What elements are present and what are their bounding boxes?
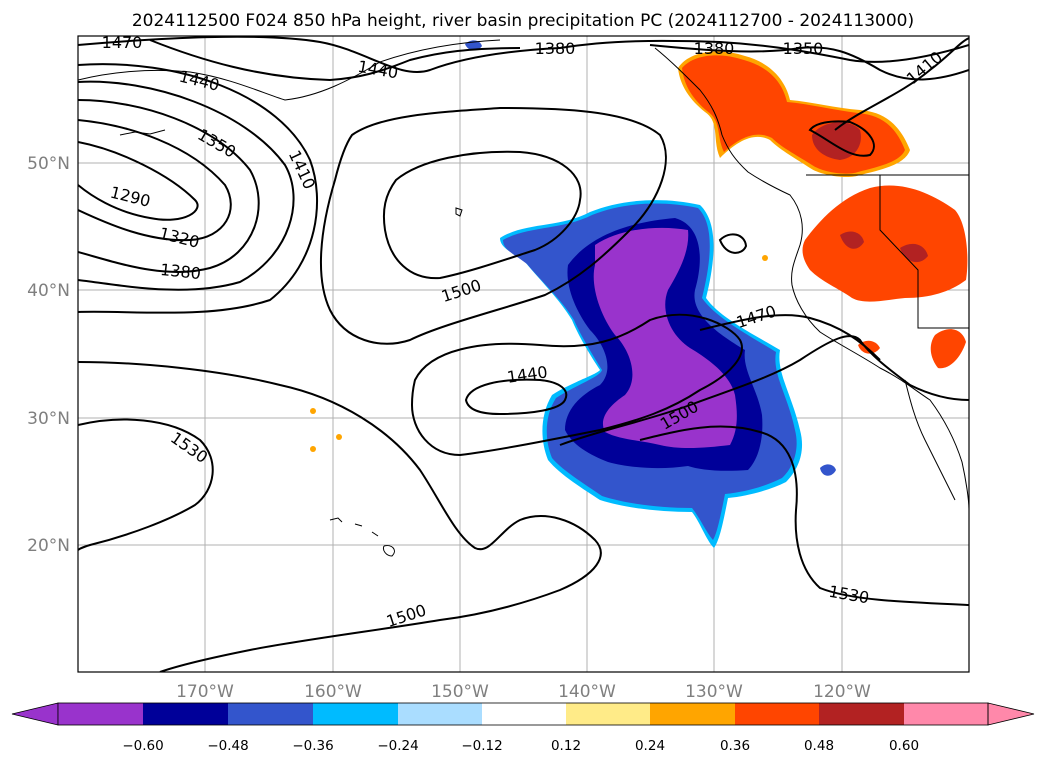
map-panel: 1470 1440 1380 1440 1380 1350 1410 1350 …: [77, 33, 970, 673]
contour-1410-east: [834, 37, 969, 131]
contour-1410: [78, 63, 319, 314]
precip-band-dark-red: [840, 231, 864, 249]
colorbar-swatch: [735, 703, 819, 725]
precip-band-red-orange: [802, 185, 968, 302]
colorbar-tick-label: −0.60: [122, 738, 163, 754]
contour-1530-east: [639, 425, 969, 606]
contour-label: 1380: [159, 260, 201, 283]
precip-band-core: [593, 227, 737, 449]
precip-spot: [336, 434, 342, 440]
colorbar-swatch: [313, 703, 398, 725]
colorbar-swatch: [819, 703, 904, 725]
coastline-hawaii: [329, 517, 395, 557]
colorbar-tick-label: −0.48: [207, 738, 248, 754]
precip-spot: [310, 408, 316, 414]
contour-label: 1380: [535, 39, 576, 58]
contour-1530-west: [78, 418, 214, 551]
contour-1470-low: [410, 313, 743, 457]
contour-1440-north: [149, 39, 521, 82]
coastlines: [78, 39, 969, 557]
map-frame: [77, 35, 970, 673]
lon-tick-label: 130°W: [685, 682, 743, 702]
colorbar-swatch: [904, 703, 988, 725]
height-contours: [78, 36, 969, 672]
latitude-labels: 50°N 40°N 30°N 20°N: [27, 154, 70, 556]
contour-1380: [78, 80, 295, 291]
colorbar-tick-label: 0.36: [720, 738, 750, 754]
longitude-labels: 170°W 160°W 150°W 140°W 130°W 120°W: [176, 682, 871, 702]
colorbar-swatch: [482, 703, 566, 725]
positive-precip-region: [310, 51, 968, 452]
contour-label: 1470: [102, 33, 143, 52]
colorbar-extend-max: [987, 702, 1035, 726]
precip-band-dark-red: [812, 122, 861, 160]
lon-tick-label: 140°W: [558, 682, 616, 702]
colorbar-swatch: [650, 703, 735, 725]
contour-label: 1380: [694, 39, 735, 58]
lat-tick-label: 50°N: [27, 154, 70, 174]
contour-1380-closed: [808, 120, 875, 157]
precip-band-dark-red: [900, 243, 928, 263]
lat-tick-label: 20°N: [27, 536, 70, 556]
contour-1470-east: [699, 314, 881, 361]
colorbar-tick-label: −0.24: [377, 738, 418, 754]
colorbar-swatch: [398, 703, 482, 725]
colorbar-swatch: [143, 703, 228, 725]
colorbar-tick-label: −0.12: [461, 738, 502, 754]
lon-tick-label: 120°W: [813, 682, 871, 702]
figure-title: 2024112500 F024 850 hPa height, river ba…: [132, 11, 914, 31]
negative-precip-region: [465, 40, 836, 548]
contour-1500-high: [382, 150, 582, 280]
lat-tick-label: 40°N: [27, 281, 70, 301]
lon-tick-label: 160°W: [304, 682, 362, 702]
border-states: [879, 175, 969, 329]
contour-label: 1350: [783, 39, 824, 58]
coastline-north-america: [654, 47, 969, 511]
contour-1440-low: [464, 378, 568, 416]
contour-1500-south: [78, 361, 602, 672]
colorbar-tick-label: 0.24: [635, 738, 665, 754]
contour-1500-band: [559, 335, 969, 446]
precip-spot: [310, 446, 316, 452]
island: [455, 207, 463, 217]
lat-tick-label: 30°N: [27, 409, 70, 429]
colorbar-swatch: [58, 703, 143, 725]
colorbar-tick-label: −0.36: [292, 738, 333, 754]
contour-1350-north: [649, 44, 969, 81]
colorbar-frame: [57, 702, 989, 726]
contour-1500-small: [718, 233, 748, 254]
colorbar-tick-label: 0.12: [551, 738, 581, 754]
precip-spot: [820, 464, 836, 476]
colorbar-tick-label: 0.48: [804, 738, 834, 754]
contour-1470-high: [319, 106, 667, 345]
colorbar-swatch: [228, 703, 313, 725]
coastline-alaska: [78, 39, 501, 101]
precip-spot: [762, 255, 768, 261]
coastline-baja: [904, 379, 956, 501]
contour-1350: [78, 99, 260, 273]
contour-1380-north: [78, 36, 969, 73]
contour-1290: [78, 141, 199, 221]
lon-tick-label: 150°W: [431, 682, 489, 702]
lon-tick-label: 170°W: [176, 682, 234, 702]
colorbar: −0.60 −0.48 −0.36 −0.24 −0.12 0.12 0.24 …: [11, 702, 1035, 754]
colorbar-tick-label: 0.60: [889, 738, 919, 754]
colorbar-swatch: [566, 703, 650, 725]
precip-band-red-orange: [930, 329, 966, 369]
contour-1320: [78, 119, 232, 242]
colorbar-extend-min: [11, 702, 59, 726]
